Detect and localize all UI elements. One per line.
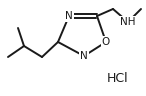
- Text: N: N: [65, 11, 73, 21]
- Text: NH: NH: [120, 17, 136, 27]
- Text: N: N: [80, 51, 88, 61]
- Text: HCl: HCl: [107, 72, 129, 84]
- Text: O: O: [102, 37, 110, 47]
